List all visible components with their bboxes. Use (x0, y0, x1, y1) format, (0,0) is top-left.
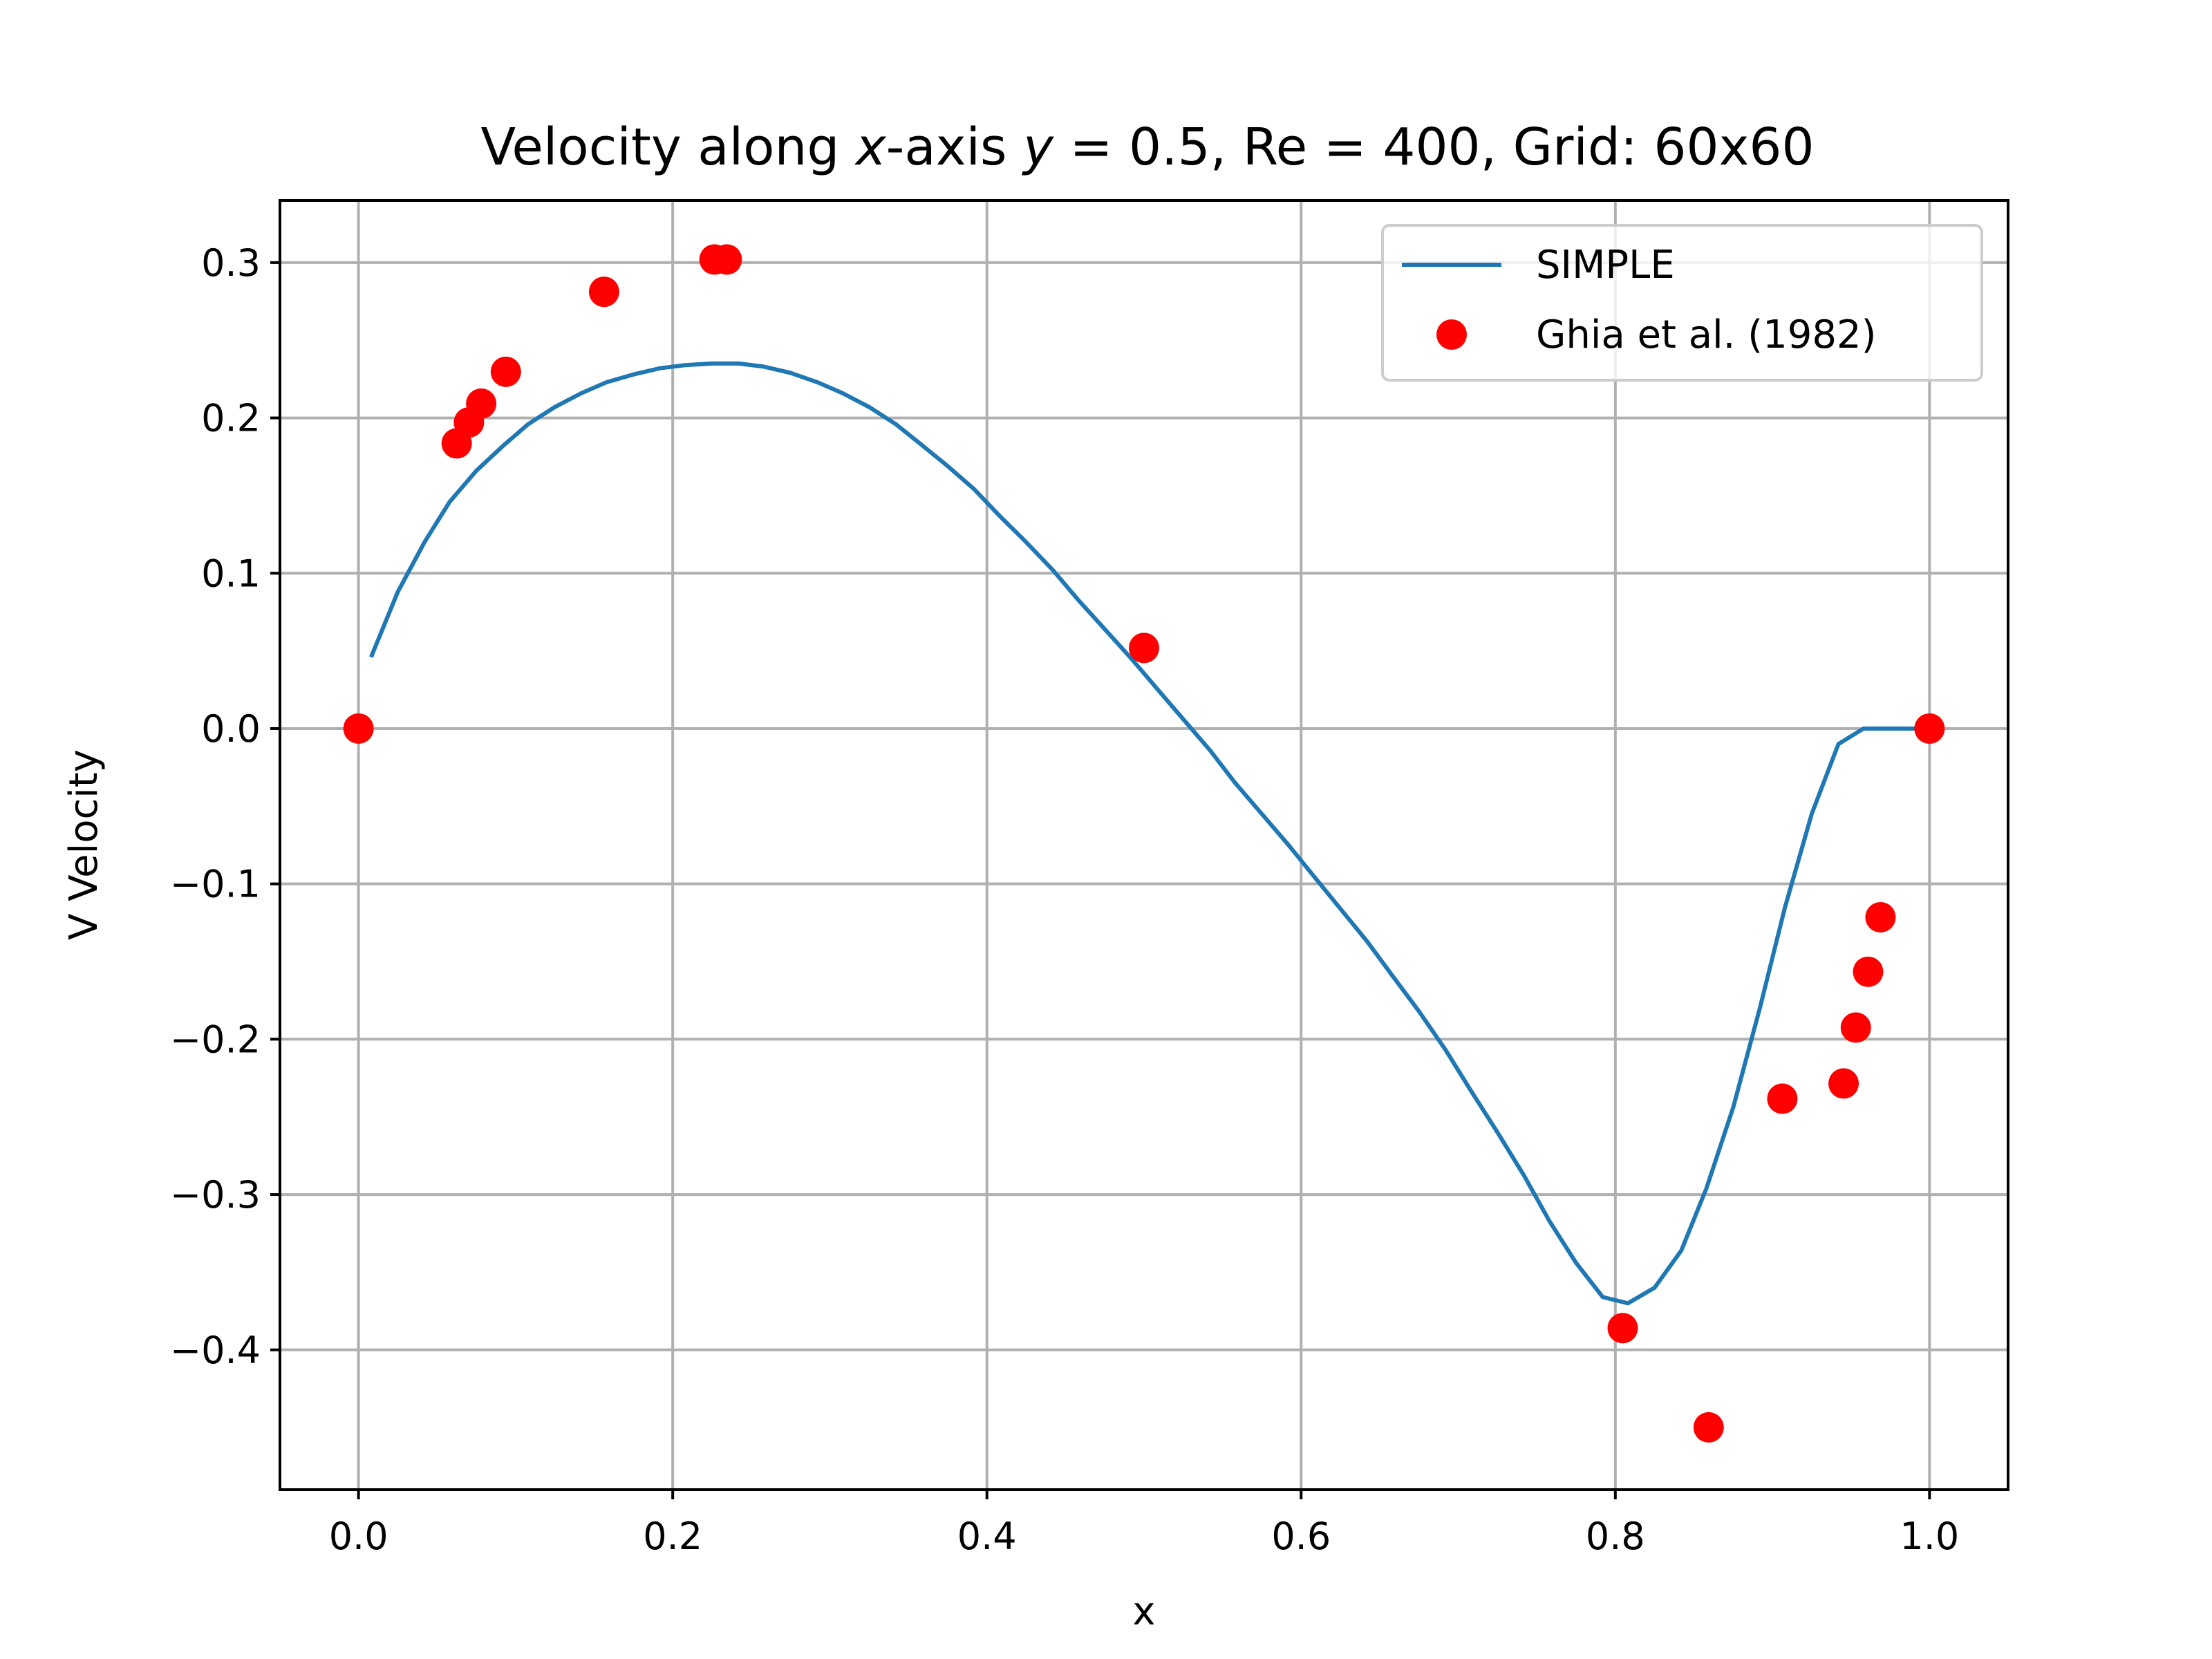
y-tick-label: 0.1 (201, 552, 261, 595)
ghia-data-point (1828, 1068, 1859, 1099)
grid-lines (280, 200, 2008, 1490)
x-axis-label: x (1132, 1589, 1155, 1634)
ghia-data-point (343, 713, 374, 744)
y-tick-label: −0.1 (170, 863, 261, 906)
data-series (343, 244, 1945, 1443)
legend-ghia-swatch (1436, 319, 1467, 350)
ghia-data-point (1767, 1083, 1798, 1114)
plot-frame (279, 199, 2009, 1491)
title-part-5: = 0.5, Re = 400, Grid: 60x60 (1053, 118, 1815, 177)
ghia-data-point (490, 356, 521, 387)
title-part-1: Velocity along (480, 118, 855, 177)
y-tick-label: 0.0 (201, 707, 261, 751)
x-tick-label: 0.4 (957, 1515, 1017, 1558)
y-tick-label: −0.2 (170, 1018, 261, 1061)
axis-ticks: 0.0 0.2 0.4 0.6 0.8 1.0 0.3 0.2 0.1 0.0 −0.1 −0.2 −0… (170, 241, 1959, 1558)
legend-ghia-label: Ghia et al. (1982) (1536, 312, 1876, 357)
ghia-data-point (1840, 1012, 1871, 1043)
x-tick-label: 1.0 (1900, 1515, 1959, 1558)
y-tick-label: −0.3 (170, 1173, 261, 1217)
ghia-data-point (466, 388, 497, 419)
title-part-4: y (1022, 118, 1054, 177)
title-part-2: x (854, 118, 887, 177)
chart-title: Velocity along x-axis y = 0.5, Re = 400,… (480, 118, 1814, 177)
legend-simple-label: SIMPLE (1536, 243, 1675, 288)
x-tick-label: 0.0 (329, 1515, 388, 1558)
ghia-data-point (1607, 1313, 1638, 1344)
title-part-3: -axis (886, 118, 1023, 177)
x-tick-label: 0.6 (1271, 1515, 1331, 1558)
y-axis-label: V Velocity (62, 749, 106, 940)
ghia-data-point (1853, 956, 1884, 987)
ghia-data-point (1129, 632, 1159, 664)
ghia-data-point (1693, 1412, 1724, 1443)
simple-series-line (369, 361, 1918, 1306)
ghia-data-point (588, 276, 619, 308)
legend: SIMPLE Ghia et al. (1982) (1381, 224, 1983, 382)
ghia-data-point (711, 244, 742, 275)
x-tick-label: 0.8 (1586, 1515, 1645, 1558)
ghia-data-point (1865, 901, 1896, 932)
y-tick-label: −0.4 (170, 1329, 261, 1372)
y-tick-label: 0.2 (201, 397, 261, 440)
legend-box (1381, 224, 1983, 382)
ghia-data-point (1914, 713, 1945, 744)
x-tick-label: 0.2 (643, 1515, 702, 1558)
y-tick-label: 0.3 (201, 241, 261, 285)
